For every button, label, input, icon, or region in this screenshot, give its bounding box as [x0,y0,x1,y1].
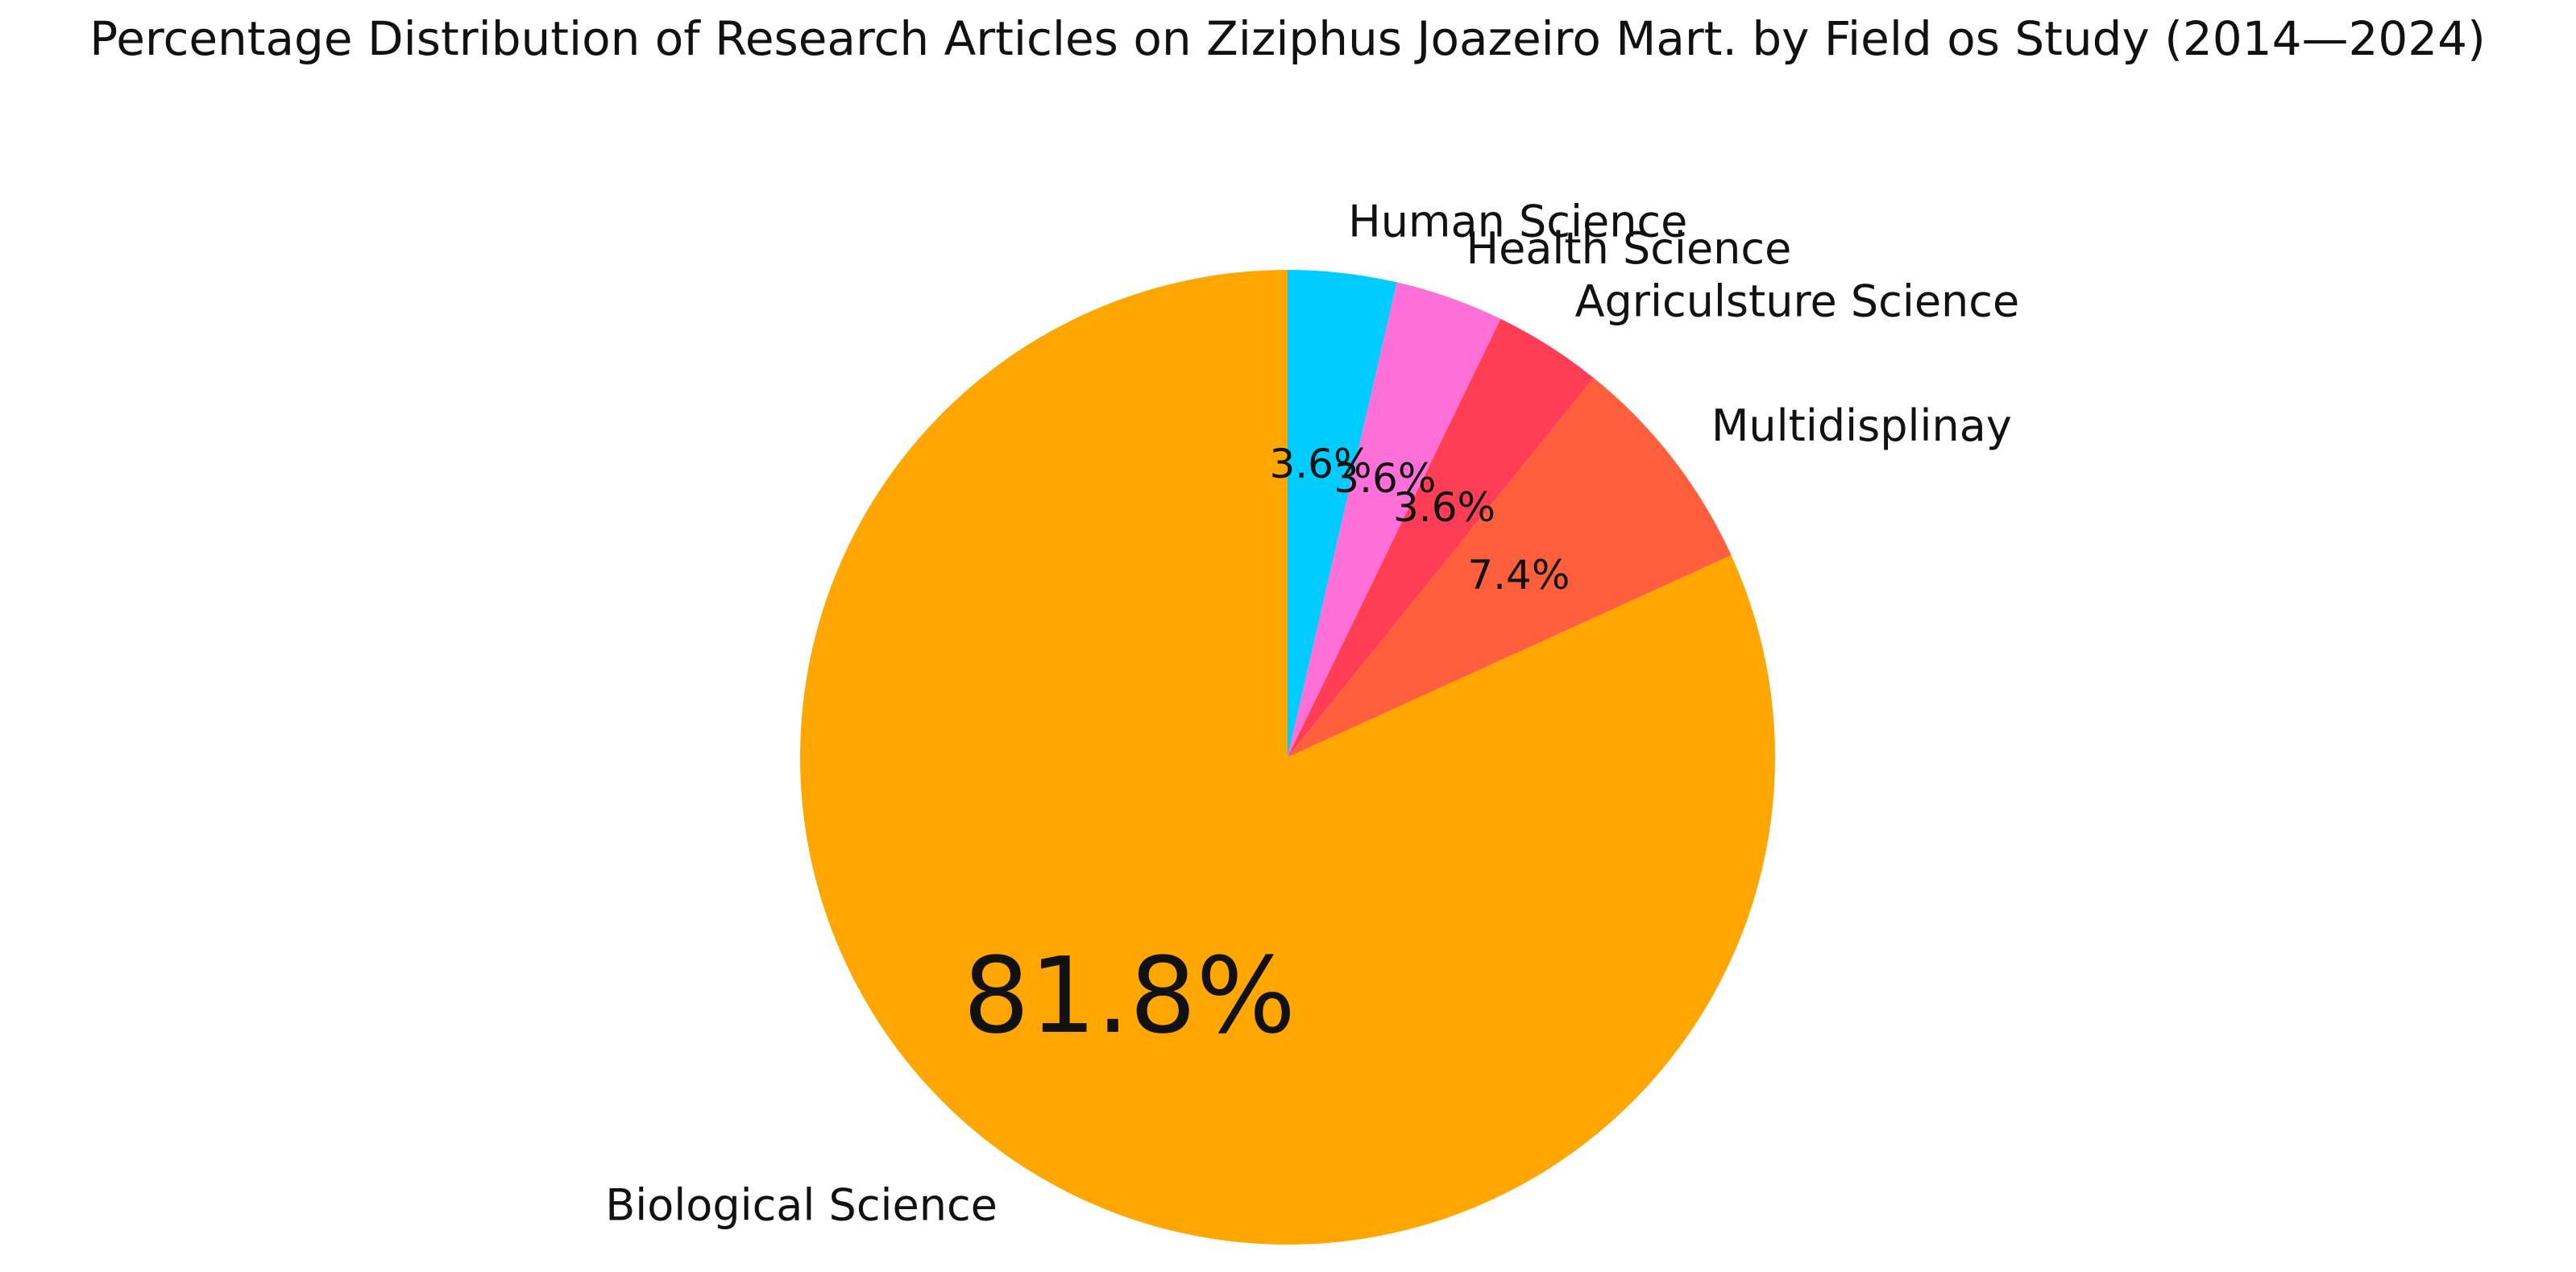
percent-label-human-science: 3.6% [1269,441,1371,487]
percent-label-agriculsture-science: 3.6% [1393,484,1495,531]
pie-slice-health-science [1288,282,1501,757]
slice-label-health-science: Health Science [1466,223,1791,274]
slice-label-biological-science: Biological Science [605,1179,998,1230]
percent-label-biological-science: 81.8% [963,934,1296,1057]
pie-slices [799,270,1775,1245]
pie-slice-biological-science [799,270,1775,1245]
pie-slice-human-science [1288,270,1397,757]
percent-labels: 3.6%3.6%3.6%7.4%81.8% [963,441,1570,1057]
percent-label-health-science: 3.6% [1334,455,1436,502]
slice-label-agriculsture-science: Agriculsture Science [1575,276,2020,327]
slice-label-multidisplinay: Multidisplinay [1711,400,2012,451]
pie-slice-multidisplinay [1288,378,1732,757]
slice-label-human-science: Human Science [1348,196,1687,247]
percent-label-multidisplinay: 7.4% [1467,552,1570,599]
chart-title: Percentage Distribution of Research Arti… [89,11,2485,66]
pie-slice-agriculsture-science [1288,318,1594,757]
